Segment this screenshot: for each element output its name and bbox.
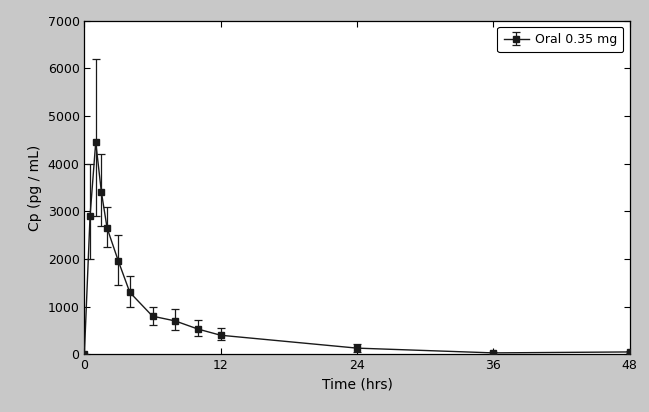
Legend: Oral 0.35 mg: Oral 0.35 mg xyxy=(497,27,623,52)
Y-axis label: Cp (pg / mL): Cp (pg / mL) xyxy=(28,144,42,231)
X-axis label: Time (hrs): Time (hrs) xyxy=(321,378,393,392)
